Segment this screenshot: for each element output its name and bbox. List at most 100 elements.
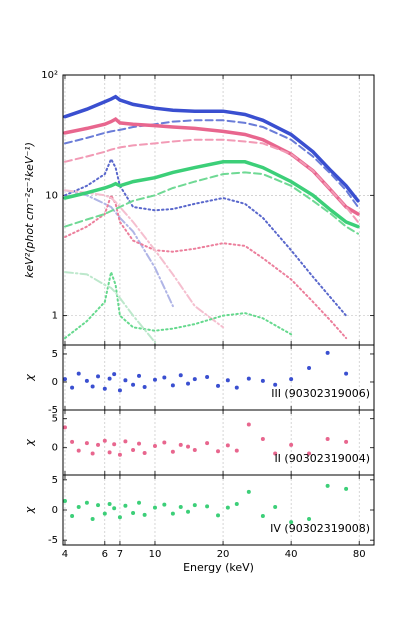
- residual-point: [112, 372, 117, 377]
- residual-point: [289, 520, 294, 525]
- residual-point: [325, 437, 330, 442]
- y-tick-label: 0: [52, 443, 58, 454]
- residual-point: [70, 439, 75, 444]
- residual-point: [152, 443, 157, 448]
- residual-point: [62, 377, 67, 382]
- y-tick-label: 10: [45, 190, 58, 201]
- x-tick-label: 20: [217, 549, 230, 560]
- residual-point: [76, 448, 81, 453]
- residual-point: [162, 440, 167, 445]
- residual-point: [225, 443, 230, 448]
- model-curve: [64, 189, 225, 329]
- residual-point: [107, 376, 112, 381]
- residual-point: [205, 374, 210, 379]
- residual-point: [70, 514, 75, 519]
- residual-point: [170, 449, 175, 454]
- y-tick-label: 10²: [41, 70, 58, 81]
- residual-point: [84, 441, 89, 446]
- x-tick-label: 10: [149, 549, 162, 560]
- residual-point: [170, 383, 175, 388]
- residual-point: [96, 442, 101, 447]
- residual-point: [137, 500, 142, 505]
- residual-point: [76, 371, 81, 376]
- residual-point: [186, 509, 191, 514]
- residual-point: [234, 501, 239, 506]
- y-axis-label: χ: [23, 439, 36, 447]
- residual-point: [289, 377, 294, 382]
- residual-point: [192, 448, 197, 453]
- residual-point: [260, 378, 265, 383]
- residual-point: [70, 385, 75, 390]
- panel: 10² 10 1 keV²(phot cm⁻²s⁻¹keV⁻¹): [23, 70, 375, 346]
- residual-point: [137, 441, 142, 446]
- residual-point: [289, 442, 294, 447]
- y-tick-label: 5: [52, 414, 58, 425]
- model-curve: [64, 119, 359, 208]
- model-curve: [64, 171, 359, 235]
- residual-point: [76, 504, 81, 509]
- residual-point: [216, 383, 221, 388]
- residual-point: [260, 514, 265, 519]
- residual-point: [307, 517, 312, 522]
- x-tick-label: 80: [353, 549, 366, 560]
- residual-point: [178, 373, 183, 378]
- residual-point: [260, 437, 265, 442]
- spectrum: [63, 116, 360, 216]
- residual-point: [123, 439, 128, 444]
- residual-point: [246, 422, 251, 427]
- y-tick-label: 1: [52, 311, 58, 322]
- residual-point: [192, 377, 197, 382]
- residual-point: [84, 378, 89, 383]
- residual-point: [162, 375, 167, 380]
- curves: [63, 94, 360, 344]
- residual-point: [62, 425, 67, 430]
- residual-point: [216, 513, 221, 518]
- residual-point: [234, 448, 239, 453]
- residual-point: [123, 503, 128, 508]
- residual-point: [112, 442, 117, 447]
- y-tick-label: 5: [52, 475, 58, 486]
- panel-label: IV (90302319008): [270, 522, 370, 535]
- residual-point: [162, 502, 167, 507]
- panel-label: II (90302319004): [274, 452, 370, 465]
- y-tick-label: 0: [52, 505, 58, 516]
- residual-point: [117, 515, 122, 520]
- residual-point: [90, 451, 95, 456]
- residual-point: [62, 498, 67, 503]
- x-tick-label: 7: [117, 549, 123, 560]
- residual-point: [246, 489, 251, 494]
- y-tick-label: 5: [52, 349, 58, 360]
- panel: -5 0 5 III (90302319006) χ: [23, 344, 375, 416]
- y-axis-label: keV²(phot cm⁻²s⁻¹keV⁻¹): [23, 142, 36, 278]
- model-curve: [64, 189, 174, 308]
- residual-point: [178, 504, 183, 509]
- residual-point: [117, 388, 122, 393]
- residual-point: [96, 374, 101, 379]
- model-curve: [64, 138, 359, 223]
- residual-point: [178, 442, 183, 447]
- residual-point: [225, 505, 230, 510]
- residual-point: [123, 378, 128, 383]
- residual-point: [131, 511, 136, 516]
- residual-point: [131, 382, 136, 387]
- residual-point: [102, 386, 107, 391]
- residual-point: [273, 451, 278, 456]
- residual-point: [152, 377, 157, 382]
- residual-point: [102, 438, 107, 443]
- residual-point: [205, 504, 210, 509]
- residual-point: [107, 501, 112, 506]
- residual-point: [307, 365, 312, 370]
- axes-frame: [62, 409, 375, 476]
- residual-point: [96, 503, 101, 508]
- residual-point: [112, 506, 117, 511]
- spectrum: [63, 160, 360, 229]
- panel-label: III (90302319006): [271, 387, 370, 400]
- residual-point: [205, 441, 210, 446]
- model-curve: [64, 268, 293, 340]
- x-tick-label: 6: [102, 549, 108, 560]
- residual-point: [234, 385, 239, 390]
- residual-point: [246, 376, 251, 381]
- spectrum: [63, 94, 360, 203]
- residual-point: [192, 503, 197, 508]
- x-tick-label: 40: [285, 549, 298, 560]
